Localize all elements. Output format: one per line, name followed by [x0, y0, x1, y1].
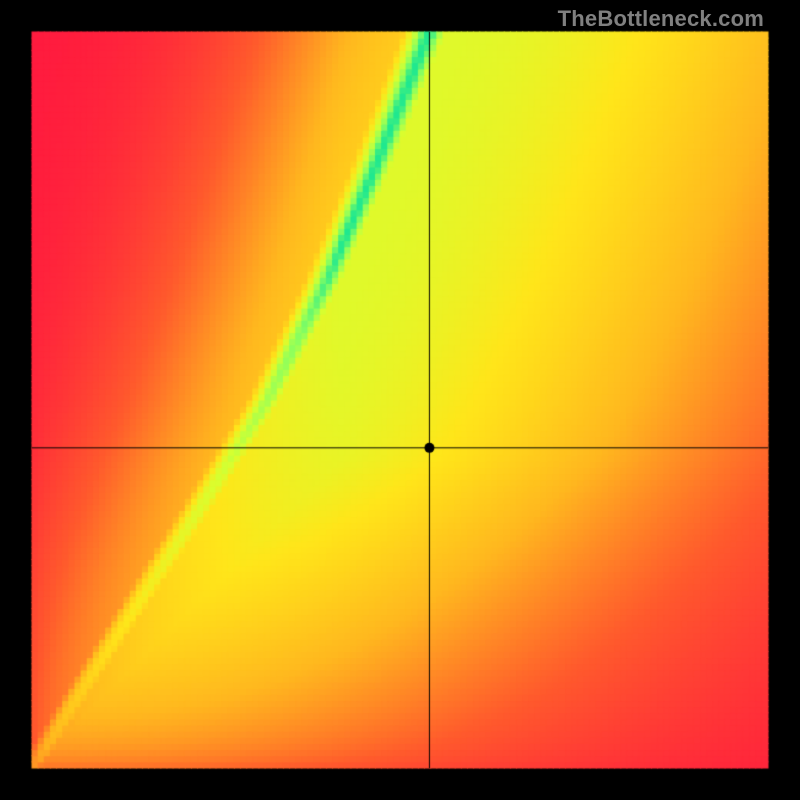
chart-container: TheBottleneck.com: [0, 0, 800, 800]
heatmap-canvas: [0, 0, 800, 800]
watermark-text: TheBottleneck.com: [558, 6, 764, 32]
